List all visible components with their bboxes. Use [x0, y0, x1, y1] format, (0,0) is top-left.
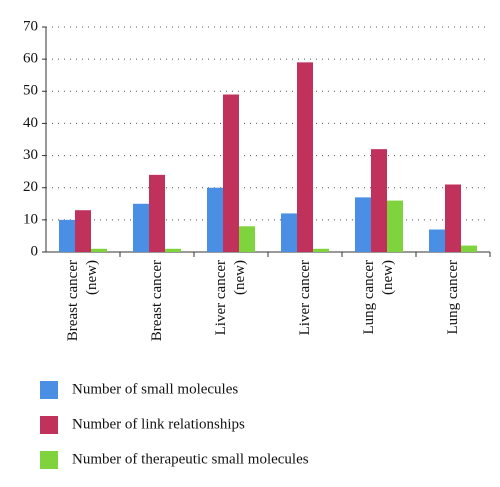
- y-tick-label: 20: [23, 179, 38, 195]
- x-tick-label: Breast cancer (new): [65, 260, 100, 342]
- bar: [149, 174, 165, 252]
- x-tick-label-box: Liver cancer: [283, 260, 327, 370]
- y-tick-label: 50: [23, 83, 38, 99]
- y-tick-label: 10: [23, 211, 38, 227]
- x-tick-label: Lung cancer: [444, 260, 461, 335]
- legend-swatch: [40, 416, 58, 434]
- bar: [445, 184, 461, 252]
- bar: [59, 219, 75, 252]
- legend-label: Number of link relationships: [72, 416, 245, 432]
- y-tick-label: 60: [23, 51, 38, 67]
- x-tick-label: Lung cancer (new): [361, 260, 396, 335]
- bar: [165, 248, 181, 252]
- bar: [297, 62, 313, 252]
- bar: [461, 245, 477, 252]
- x-tick-label-box: Lung cancer (new): [357, 260, 401, 370]
- bar: [207, 187, 223, 252]
- x-tick-label: Liver cancer (new): [213, 260, 248, 336]
- bar: [281, 213, 297, 252]
- bar: [239, 226, 255, 252]
- bar: [313, 248, 329, 252]
- bar: [371, 149, 387, 252]
- legend-label: Number of small molecules: [72, 381, 238, 397]
- x-tick-label: Breast cancer: [148, 260, 165, 342]
- x-tick-label-box: Lung cancer: [431, 260, 475, 370]
- legend-label: Number of therapeutic small molecules: [72, 451, 309, 467]
- bar: [133, 203, 149, 252]
- y-tick-label: 70: [23, 18, 38, 34]
- x-tick-label: Liver cancer: [296, 260, 313, 336]
- bar: [429, 229, 445, 252]
- bar: [75, 210, 91, 252]
- y-tick-label: 0: [31, 243, 39, 259]
- x-tick-label-box: Breast cancer: [135, 260, 179, 370]
- y-tick-label: 40: [23, 115, 38, 131]
- x-tick-label-box: Breast cancer (new): [61, 260, 105, 370]
- y-tick-label: 30: [23, 147, 38, 163]
- bar: [91, 248, 107, 252]
- legend-swatch: [40, 381, 58, 399]
- bar: [223, 94, 239, 252]
- x-tick-label-box: Liver cancer (new): [209, 260, 253, 370]
- bar: [387, 200, 403, 252]
- bar: [355, 197, 371, 252]
- legend-swatch: [40, 451, 58, 469]
